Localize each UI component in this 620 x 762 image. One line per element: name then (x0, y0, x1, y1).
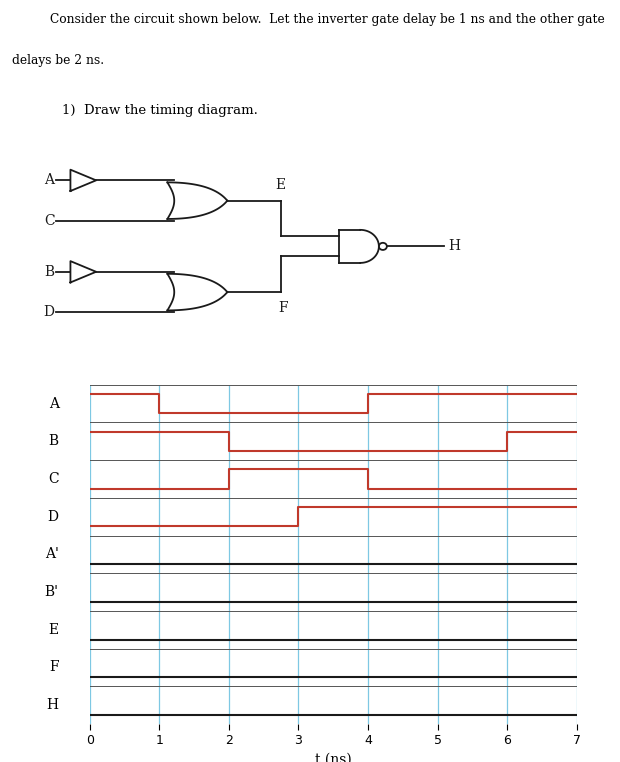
Text: A': A' (45, 547, 59, 562)
Text: B': B' (45, 585, 59, 599)
Text: A: A (48, 397, 59, 411)
Text: A: A (45, 173, 55, 187)
Text: C: C (48, 472, 59, 486)
Text: C: C (44, 214, 55, 228)
Text: H: H (46, 698, 59, 712)
Text: D: D (48, 510, 59, 523)
Text: D: D (43, 306, 55, 319)
Text: delays be 2 ns.: delays be 2 ns. (12, 54, 105, 67)
Text: B: B (45, 264, 55, 279)
Text: B: B (48, 434, 59, 448)
Text: Consider the circuit shown below.  Let the inverter gate delay be 1 ns and the o: Consider the circuit shown below. Let th… (50, 13, 604, 26)
Text: H: H (448, 239, 461, 254)
Text: E: E (276, 178, 286, 191)
Text: F: F (278, 301, 288, 315)
X-axis label: t (ns): t (ns) (315, 753, 352, 762)
Text: E: E (48, 623, 59, 637)
Text: 1)  Draw the timing diagram.: 1) Draw the timing diagram. (62, 104, 258, 117)
Text: F: F (49, 661, 59, 674)
